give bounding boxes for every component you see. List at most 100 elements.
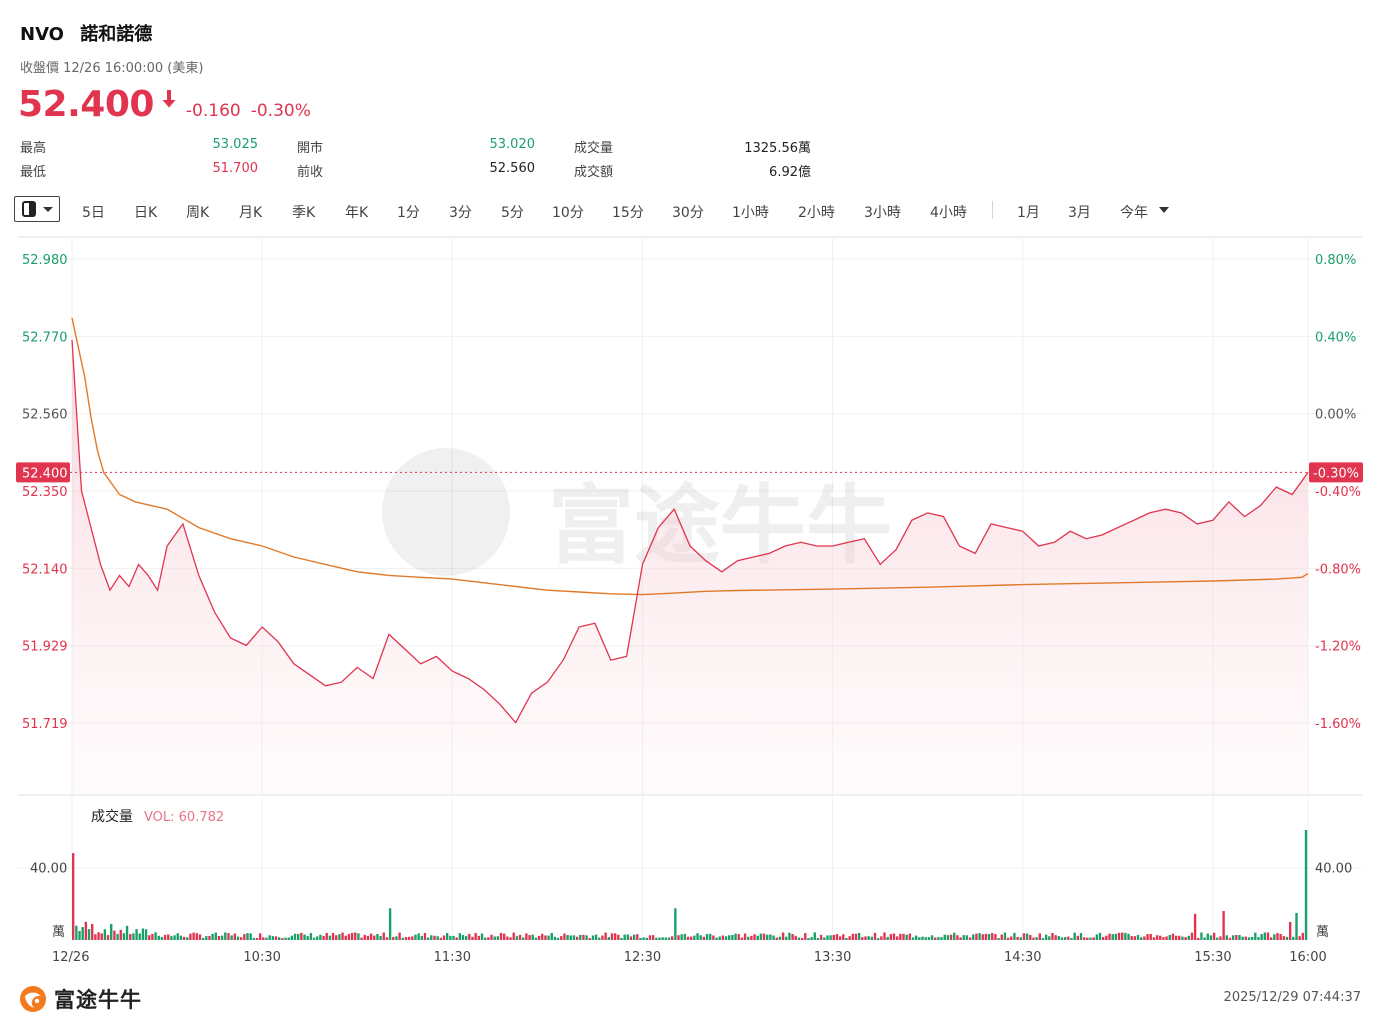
volume-bar bbox=[613, 933, 617, 940]
volume-bar bbox=[981, 934, 984, 940]
volume-bar bbox=[1244, 936, 1247, 940]
volume-bar bbox=[1044, 934, 1048, 940]
volume-bar bbox=[401, 937, 404, 940]
volume-bar bbox=[246, 933, 249, 940]
volume-bar bbox=[189, 933, 192, 940]
volume-bar bbox=[639, 938, 642, 940]
volume-bar bbox=[72, 853, 75, 940]
tab-3h[interactable]: 3小時 bbox=[864, 205, 901, 221]
volume-bar bbox=[461, 935, 465, 940]
volume-bar bbox=[829, 935, 832, 940]
volume-bar bbox=[845, 938, 848, 940]
volume-bar bbox=[743, 933, 747, 940]
volume-bar bbox=[946, 935, 950, 940]
volume-bar bbox=[696, 933, 699, 940]
volume-bar bbox=[236, 936, 240, 940]
range-dropdown-icon[interactable] bbox=[1158, 205, 1170, 215]
range-ytd[interactable]: 今年 bbox=[1120, 205, 1148, 221]
volume-bar bbox=[934, 937, 937, 940]
volume-bar bbox=[176, 933, 179, 940]
tab-30min[interactable]: 30分 bbox=[672, 205, 704, 221]
volume-bar bbox=[227, 933, 230, 940]
period-toolbar: 5日 日K 周K 月K 季K 年K 1分 3分 5分 10分 15分 30分 1… bbox=[14, 195, 1184, 225]
tab-5min[interactable]: 5分 bbox=[501, 205, 524, 221]
tab-month-k[interactable]: 月K bbox=[239, 205, 263, 221]
chevron-down-icon bbox=[43, 207, 53, 212]
tab-4h[interactable]: 4小時 bbox=[930, 205, 967, 221]
tab-5d[interactable]: 5日 bbox=[82, 205, 105, 221]
volume-bar bbox=[477, 935, 481, 940]
range-1m[interactable]: 1月 bbox=[1017, 205, 1040, 221]
volume-bar bbox=[350, 932, 354, 940]
volume-bar bbox=[620, 938, 623, 940]
volume-bar bbox=[788, 932, 791, 940]
average-price-line bbox=[71, 317, 1309, 596]
volume-bar bbox=[208, 935, 211, 940]
tab-1h[interactable]: 1小時 bbox=[732, 205, 769, 221]
volume-bar bbox=[921, 936, 924, 940]
volume-bar bbox=[198, 934, 202, 940]
tab-1min[interactable]: 1分 bbox=[397, 205, 420, 221]
volume-bar bbox=[585, 935, 588, 940]
volume-bar bbox=[423, 933, 427, 940]
volume-bar bbox=[1032, 937, 1035, 940]
price-row: 52.400 -0.160 -0.30% bbox=[18, 84, 311, 130]
volume-bar bbox=[905, 934, 908, 940]
volume-bar bbox=[747, 936, 750, 940]
tab-day-k[interactable]: 日K bbox=[134, 205, 158, 221]
volume-bar bbox=[604, 932, 607, 940]
range-3m[interactable]: 3月 bbox=[1068, 205, 1091, 221]
volume-bar bbox=[106, 935, 110, 940]
volume-bar bbox=[728, 935, 731, 940]
volume-bar bbox=[927, 937, 931, 940]
volume-bar bbox=[661, 937, 664, 940]
volume-bar bbox=[297, 933, 300, 940]
volume-bar bbox=[655, 937, 658, 940]
volume-bar bbox=[800, 938, 804, 940]
volume-bar bbox=[648, 935, 652, 940]
y-tick-left: 52.560 bbox=[22, 408, 68, 423]
volume-bar bbox=[1038, 933, 1041, 940]
y-tick-left: 52.770 bbox=[22, 330, 68, 345]
volume-bar bbox=[636, 934, 639, 940]
volume-bar bbox=[550, 933, 553, 940]
volume-bar bbox=[823, 937, 826, 940]
tab-10min[interactable]: 10分 bbox=[552, 205, 584, 221]
volume-bar bbox=[857, 933, 861, 940]
volume-bar bbox=[1266, 932, 1270, 940]
volume-bar bbox=[1155, 935, 1159, 940]
volume-bar bbox=[908, 933, 912, 940]
y-tick-left: 52.140 bbox=[22, 562, 68, 577]
tab-week-k[interactable]: 周K bbox=[186, 205, 210, 221]
volume-bar bbox=[1206, 933, 1209, 940]
tab-15min[interactable]: 15分 bbox=[612, 205, 644, 221]
volume-bar bbox=[75, 925, 78, 940]
vol-tick-right: 40.00 bbox=[1315, 862, 1352, 877]
volume-bar bbox=[87, 929, 91, 940]
tab-2h[interactable]: 2小時 bbox=[798, 205, 835, 221]
volume-bar bbox=[1241, 936, 1244, 940]
volume-bar bbox=[464, 936, 468, 940]
chart-mode-button[interactable] bbox=[14, 196, 60, 222]
volume-bar bbox=[785, 936, 788, 940]
volume-bar bbox=[271, 936, 275, 940]
volume-bar bbox=[379, 936, 382, 940]
tab-year-k[interactable]: 年K bbox=[345, 205, 369, 221]
volume-bar bbox=[1178, 935, 1181, 940]
volume-bar bbox=[902, 933, 905, 940]
volume-bar bbox=[826, 935, 829, 940]
volume-bar bbox=[100, 933, 103, 940]
volume-bar bbox=[97, 932, 100, 940]
stat-label-volume: 成交量 bbox=[574, 141, 614, 156]
volume-bar bbox=[151, 934, 154, 940]
stat-label-turnover: 成交額 bbox=[574, 165, 614, 180]
footer-logo-text: 富途牛牛 bbox=[54, 988, 142, 1012]
volume-bar bbox=[1222, 911, 1225, 940]
volume-bar bbox=[623, 934, 626, 940]
y-tick-right: -1.60% bbox=[1315, 717, 1361, 732]
volume-bar bbox=[411, 936, 414, 940]
volume-bar bbox=[972, 934, 975, 940]
tab-3min[interactable]: 3分 bbox=[449, 205, 472, 221]
tab-quarter-k[interactable]: 季K bbox=[292, 205, 316, 221]
